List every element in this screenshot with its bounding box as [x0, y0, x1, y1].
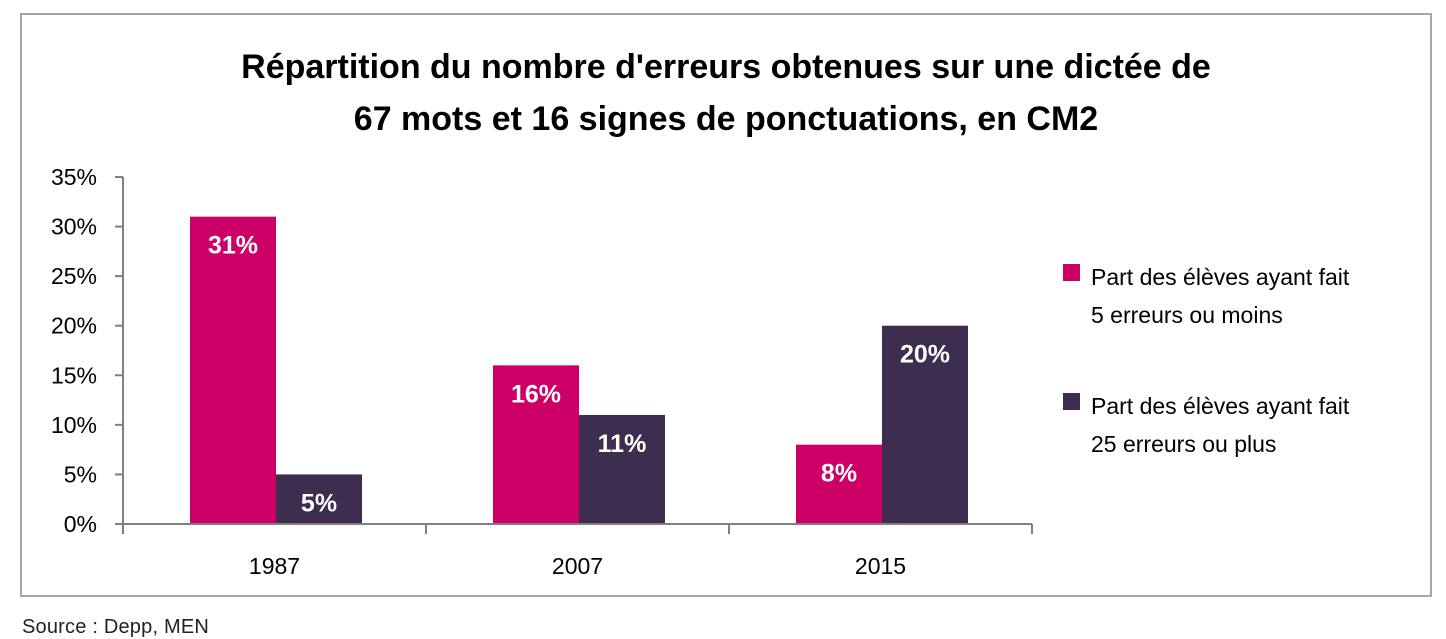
- legend-label-series-2-line-1: Part des élèves ayant fait: [1091, 393, 1350, 419]
- y-axis-tick-labels: 0% 5% 10% 15% 20% 25% 30% 35%: [51, 164, 97, 537]
- bar-series-1-2007: [493, 365, 579, 524]
- source-note: Source : Depp, MEN: [22, 616, 210, 638]
- legend-label-series-1-line-2: 5 erreurs ou moins: [1091, 302, 1283, 328]
- chart-title-line-2: 67 mots et 16 signes de ponctuations, en…: [354, 100, 1098, 138]
- bar-series-2-1987: [276, 474, 362, 524]
- x-tick-label-2007: 2007: [552, 553, 603, 579]
- legend-swatch-series-1: [1063, 264, 1080, 281]
- x-tick-label-1987: 1987: [249, 553, 300, 579]
- y-tick-label: 35%: [51, 164, 97, 190]
- data-label-series-1-2015: 8%: [821, 460, 857, 488]
- legend-label-series-1-line-1: Part des élèves ayant fait: [1091, 264, 1350, 290]
- y-tick-label: 30%: [51, 214, 97, 240]
- data-label-series-2-1987: 5%: [301, 489, 337, 517]
- bars: [190, 216, 968, 524]
- legend: Part des élèves ayant fait 5 erreurs ou m…: [1063, 264, 1350, 457]
- y-tick-label: 0%: [64, 511, 97, 537]
- data-label-series-2-2007: 11%: [598, 430, 647, 458]
- x-tick-label-2015: 2015: [855, 553, 906, 579]
- y-tick-label: 5%: [64, 461, 97, 487]
- chart-title: Répartition du nombre d'erreurs obtenues…: [241, 48, 1211, 138]
- chart-title-line-1: Répartition du nombre d'erreurs obtenues…: [241, 48, 1211, 86]
- data-label-series-2-2015: 20%: [900, 341, 950, 369]
- bar-series-1-1987: [190, 216, 276, 524]
- bar-series-2-2007: [579, 414, 665, 524]
- data-labels: 31% 16% 8% 5% 11% 20%: [208, 232, 950, 518]
- data-label-series-1-1987: 31%: [208, 232, 258, 260]
- y-tick-label: 25%: [51, 263, 97, 289]
- y-tick-label: 15%: [51, 362, 97, 388]
- axes: [115, 176, 1033, 534]
- bar-series-1-2015: [796, 444, 882, 524]
- y-tick-label: 20%: [51, 313, 97, 339]
- legend-label-series-2-line-2: 25 erreurs ou plus: [1091, 431, 1276, 457]
- x-axis-tick-labels: 1987 2007 2015: [249, 553, 906, 579]
- legend-swatch-series-2: [1063, 393, 1080, 410]
- bar-series-2-2015: [882, 325, 968, 524]
- data-label-series-1-2007: 16%: [511, 380, 561, 408]
- y-tick-label: 10%: [51, 412, 97, 438]
